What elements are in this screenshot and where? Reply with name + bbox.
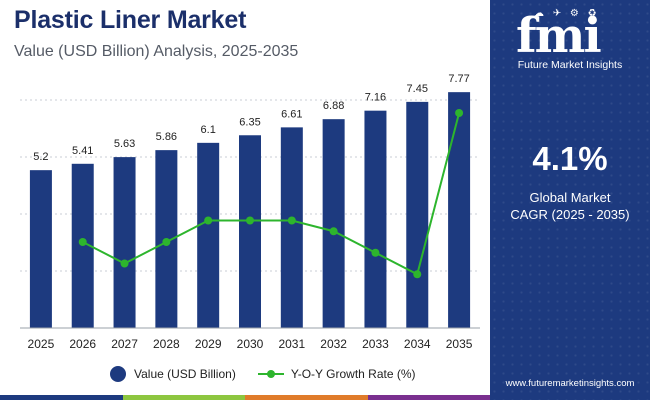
x-tick-label: 2034	[404, 337, 431, 351]
bar-value-label: 5.2	[33, 151, 48, 163]
bar	[448, 92, 471, 328]
x-tick-label: 2031	[278, 337, 305, 351]
bar	[406, 101, 429, 328]
fmi-logo-icon: fmi	[516, 8, 602, 64]
x-tick-label: 2035	[446, 337, 473, 351]
bar	[239, 135, 261, 328]
logo-badge-icons: ☁ ✈ ⚙ ♻	[534, 8, 600, 19]
bottom-bar-segment	[122, 395, 245, 400]
growth-point	[204, 216, 213, 225]
bar-value-label: 6.61	[281, 108, 302, 120]
growth-point	[120, 259, 129, 268]
growth-point	[162, 238, 171, 246]
x-tick-label: 2030	[237, 337, 264, 351]
bottom-bar-segment	[0, 395, 123, 400]
bottom-color-bar	[0, 395, 490, 400]
bar	[29, 170, 52, 328]
x-tick-label: 2033	[362, 337, 389, 351]
bar-value-label: 6.1	[201, 124, 216, 136]
bar	[280, 127, 303, 328]
bar-value-label: 5.63	[114, 138, 135, 150]
bar	[322, 119, 345, 328]
bar-value-label: 6.35	[239, 116, 260, 128]
page-subtitle: Value (USD Billion) Analysis, 2025-2035	[14, 43, 299, 60]
growth-point	[287, 216, 296, 225]
legend-line-swatch	[257, 370, 284, 378]
logo-text: Future Market Insights	[517, 59, 623, 71]
x-tick-label: 2032	[320, 337, 347, 351]
x-tick-label: 2027	[111, 337, 138, 351]
legend-bar-label: Value (USD Billion)	[134, 367, 236, 381]
bottom-bar-segment	[367, 395, 490, 400]
summary-panel: fmi ☁ ✈ ⚙ ♻ Future Market Insights 4.1% …	[490, 0, 650, 400]
bar	[113, 157, 136, 328]
growth-line	[82, 112, 461, 276]
cagr-label: Global Market	[529, 190, 611, 205]
x-tick-label: 2029	[195, 337, 222, 351]
bar-value-label: 7.77	[448, 73, 469, 85]
bar	[364, 110, 387, 328]
bar-value-label: 7.45	[407, 83, 428, 95]
website-url[interactable]: www.futuremarketinsights.com	[505, 378, 635, 389]
bar	[197, 142, 220, 328]
growth-point	[246, 216, 254, 225]
growth-point	[78, 238, 87, 246]
page-title: Plastic Liner Market	[14, 6, 247, 34]
bar-value-label: 5.86	[156, 131, 177, 143]
growth-point	[455, 109, 464, 117]
x-tick-label: 2026	[69, 337, 96, 351]
bar-value-label: 7.16	[365, 92, 386, 104]
legend-item-value: Value (USD Billion)	[110, 366, 236, 382]
cagr-period: CAGR (2025 - 2035)	[510, 207, 630, 222]
legend-item-growth: Y-O-Y Growth Rate (%)	[257, 367, 416, 381]
cagr-value: 4.1%	[532, 140, 608, 177]
bar-value-label: 6.88	[323, 100, 344, 112]
panel-dot-pattern	[490, 0, 650, 400]
bottom-bar-segment	[245, 395, 368, 400]
legend-bar-swatch	[110, 366, 126, 382]
bar-value-label: 5.41	[72, 145, 93, 157]
legend-line-label: Y-O-Y Growth Rate (%)	[290, 367, 416, 381]
x-tick-label: 2025	[28, 337, 55, 351]
market-chart: 5.2 2025 5.41 2026 5.63 2027 5.86 2028 6.1 2029 6.…	[20, 73, 480, 351]
growth-point	[329, 227, 338, 236]
chart-legend: Value (USD Billion) Y-O-Y Growth Rate (%…	[110, 366, 438, 382]
x-tick-label: 2028	[153, 337, 180, 351]
growth-point	[371, 248, 380, 257]
growth-point	[413, 270, 422, 279]
